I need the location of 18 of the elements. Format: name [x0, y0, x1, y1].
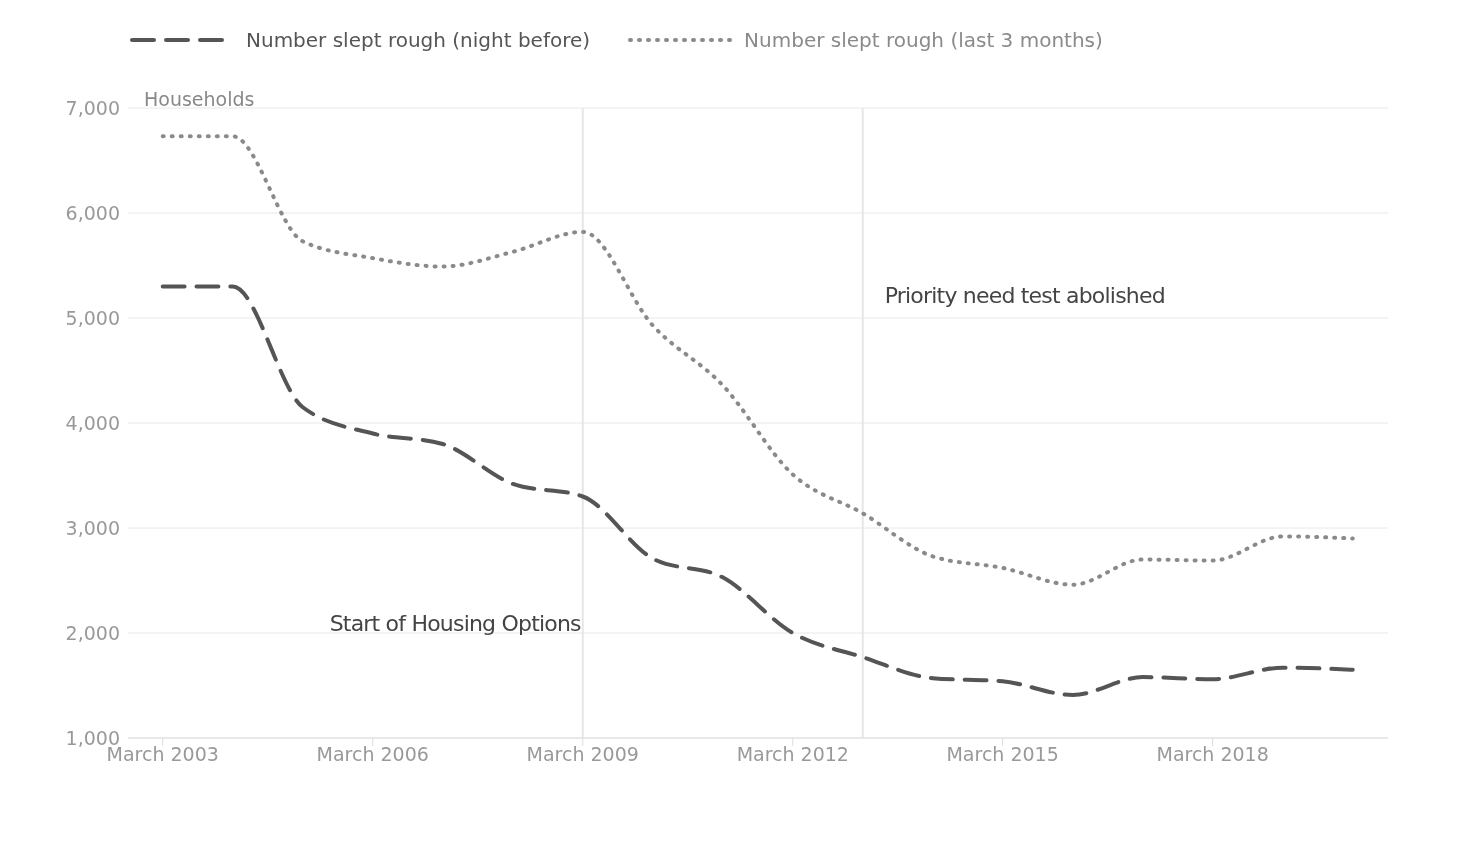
- ref-line-label: Start of Housing Options: [329, 610, 582, 636]
- x-tick-label: March 2009: [526, 743, 639, 766]
- y-tick-label: 5,000: [65, 306, 120, 329]
- x-tick-label: March 2006: [316, 743, 429, 766]
- ref-line-label: Priority need test abolished: [884, 283, 1165, 309]
- y-tick-label: 7,000: [65, 96, 120, 119]
- y-tick-label: 6,000: [65, 201, 120, 224]
- text: Number slept rough (last 3 months): [744, 28, 1103, 52]
- x-tick-label: March 2012: [736, 743, 849, 766]
- line-series: [160, 134, 1355, 587]
- y-tick-label: 2,000: [65, 621, 120, 644]
- text: Number slept rough (night before): [246, 28, 591, 52]
- x-tick-label: March 2018: [1156, 743, 1269, 766]
- y-tick-label: 4,000: [65, 411, 120, 434]
- line-series: [160, 284, 1355, 697]
- x-tick-label: March 2015: [946, 743, 1059, 766]
- y-tick-label: 3,000: [65, 516, 120, 539]
- y-axis-title: Households: [144, 88, 255, 110]
